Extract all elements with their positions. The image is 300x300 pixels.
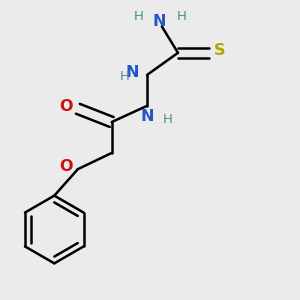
Text: N: N [140, 110, 154, 124]
Text: H: H [176, 10, 186, 22]
Text: H: H [134, 10, 144, 22]
Text: O: O [59, 159, 73, 174]
Text: H: H [163, 113, 173, 126]
Text: O: O [59, 99, 73, 114]
Text: S: S [214, 43, 226, 58]
Text: N: N [152, 14, 166, 29]
Text: N: N [125, 65, 139, 80]
Text: H: H [119, 70, 129, 83]
